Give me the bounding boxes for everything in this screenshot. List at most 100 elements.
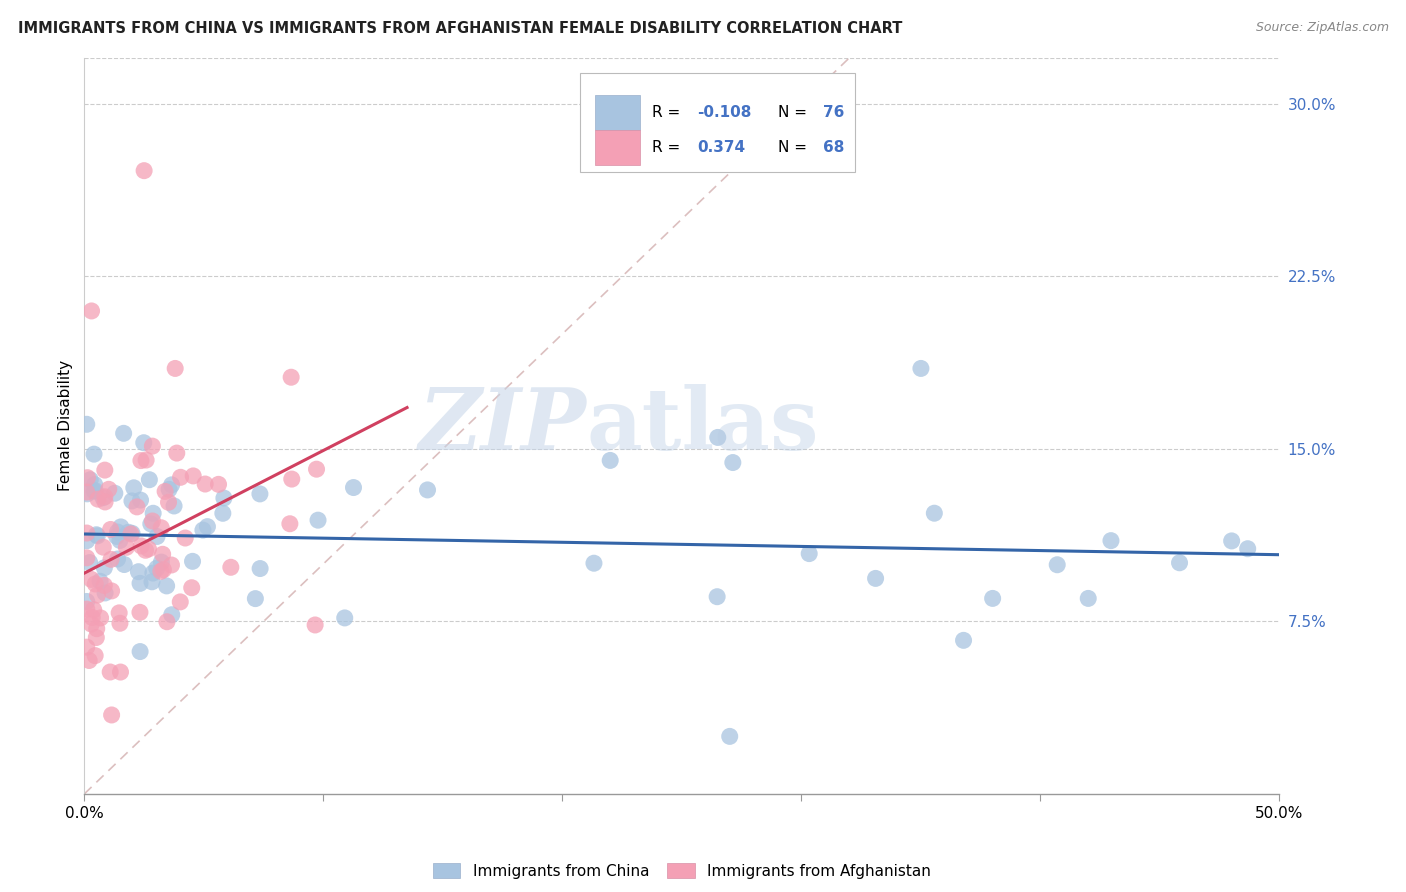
Point: [169, 595, 191, 609]
FancyBboxPatch shape: [595, 129, 640, 165]
Point: [305, 462, 328, 476]
Point: [249, 487, 271, 501]
Point: [100, 552, 122, 566]
Text: ZIP: ZIP: [419, 384, 586, 467]
Point: [129, 576, 152, 591]
Point: [197, 519, 219, 533]
Y-axis label: Female Disability: Female Disability: [58, 360, 73, 491]
Point: [219, 560, 242, 574]
Point: [129, 539, 152, 553]
Point: [108, 533, 131, 548]
Point: [191, 523, 214, 537]
Point: [77, 653, 100, 667]
Text: N =: N =: [778, 105, 811, 120]
Point: [160, 478, 183, 492]
Point: [104, 486, 127, 500]
Point: [93, 578, 115, 592]
Point: [90, 611, 112, 625]
Point: [207, 477, 229, 491]
Point: [157, 483, 180, 497]
Point: [156, 579, 179, 593]
Point: [86, 529, 108, 543]
Point: [83, 484, 105, 499]
Point: [212, 491, 235, 505]
Point: [76, 533, 98, 548]
Point: [93, 561, 115, 575]
Point: [76, 602, 98, 616]
Text: 68: 68: [823, 140, 845, 154]
Point: [110, 665, 132, 679]
Point: [307, 513, 329, 527]
Point: [79, 556, 101, 570]
Point: [76, 526, 98, 541]
Point: [76, 594, 98, 608]
Point: [181, 469, 204, 483]
Point: [166, 446, 188, 460]
Point: [110, 520, 132, 534]
Point: [181, 554, 204, 568]
Point: [416, 483, 439, 497]
Point: [80, 617, 103, 632]
Point: [132, 163, 156, 178]
Point: [87, 492, 110, 507]
Point: [139, 516, 162, 531]
Point: [129, 644, 152, 658]
Point: [1046, 558, 1069, 572]
Point: [707, 430, 730, 444]
Point: [146, 561, 169, 575]
Point: [82, 610, 104, 624]
Point: [138, 473, 160, 487]
Point: [156, 615, 179, 629]
Point: [342, 481, 364, 495]
Point: [120, 527, 142, 541]
Point: [1168, 556, 1191, 570]
Text: Source: ZipAtlas.com: Source: ZipAtlas.com: [1256, 21, 1389, 35]
Point: [76, 471, 98, 485]
Point: [86, 588, 108, 602]
Point: [84, 648, 107, 663]
Point: [169, 470, 191, 484]
Point: [94, 490, 117, 504]
Point: [211, 506, 233, 520]
Point: [245, 591, 267, 606]
Point: [91, 491, 114, 505]
Text: R =: R =: [652, 105, 685, 120]
Point: [582, 556, 605, 570]
Point: [76, 640, 98, 654]
Point: [141, 574, 163, 589]
Point: [706, 590, 728, 604]
Point: [121, 494, 143, 508]
Point: [160, 558, 183, 572]
Point: [249, 561, 271, 575]
Text: 0.374: 0.374: [697, 140, 745, 154]
Point: [97, 483, 120, 497]
Point: [599, 453, 621, 467]
Point: [142, 566, 165, 580]
FancyBboxPatch shape: [595, 95, 640, 130]
Point: [108, 616, 131, 631]
Point: [117, 525, 139, 540]
Point: [76, 487, 98, 501]
Point: [84, 577, 107, 591]
Point: [115, 541, 138, 555]
Point: [107, 524, 129, 539]
Point: [138, 541, 160, 556]
Point: [333, 611, 356, 625]
Legend: Immigrants from China, Immigrants from Afghanistan: Immigrants from China, Immigrants from A…: [427, 856, 936, 885]
FancyBboxPatch shape: [581, 72, 855, 172]
Point: [721, 456, 744, 470]
Point: [84, 483, 107, 498]
Point: [100, 523, 122, 537]
Point: [142, 506, 165, 520]
Point: [129, 493, 152, 508]
Point: [132, 435, 155, 450]
Text: R =: R =: [652, 140, 685, 154]
Point: [799, 547, 821, 561]
Point: [83, 447, 105, 461]
Point: [129, 453, 152, 467]
Point: [112, 426, 135, 441]
Point: [83, 477, 105, 491]
Point: [86, 527, 108, 541]
Point: [194, 477, 217, 491]
Point: [718, 730, 741, 744]
